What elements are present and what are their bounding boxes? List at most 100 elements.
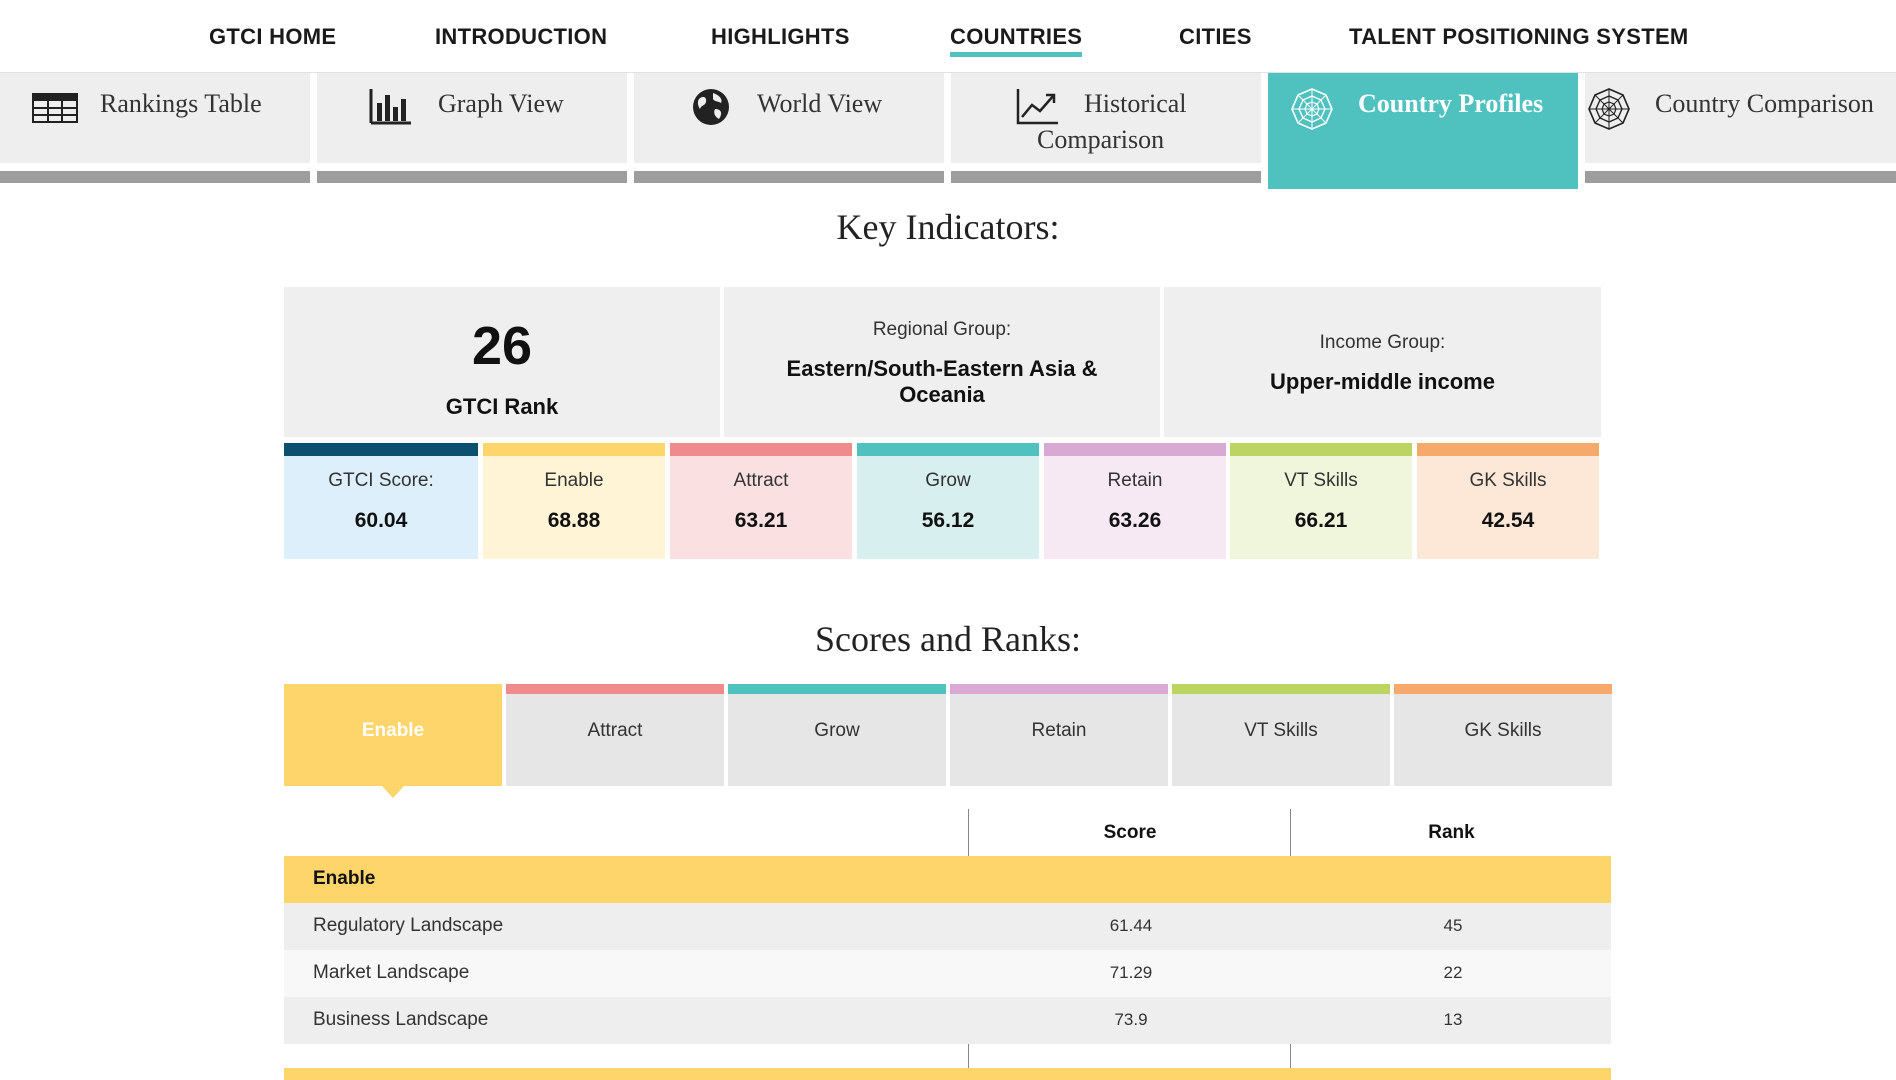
score-color-bar: [670, 443, 852, 456]
income-group-label: Income Group:: [1319, 332, 1446, 353]
tab-underline: [951, 171, 1261, 183]
radar-web-icon: [1291, 88, 1333, 130]
globe-icon: [693, 89, 729, 125]
tab-rankings-table[interactable]: Rankings Table: [0, 73, 310, 183]
tab-graph-view[interactable]: Graph View: [317, 73, 627, 183]
score-value: 56.12: [921, 509, 975, 532]
trend-line-icon: [1016, 89, 1058, 125]
score-color-bar: [1044, 443, 1226, 456]
score-box-attract: Attract 63.21: [670, 443, 852, 559]
nav-cities[interactable]: CITIES: [1179, 24, 1252, 49]
tab-label: Retain: [1031, 720, 1087, 741]
key-indicators-title: Key Indicators:: [836, 207, 1060, 247]
tab-color-bar: [1394, 684, 1612, 694]
nav-introduction[interactable]: INTRODUCTION: [435, 24, 608, 49]
indicator-score: 73.9: [1114, 1010, 1148, 1029]
income-group-box: Income Group: Upper-middle income: [1164, 287, 1601, 437]
next-section-row: [284, 1068, 1611, 1080]
indicator-rank: 13: [1443, 1010, 1463, 1029]
tab-country-profiles-label: Country Profiles: [1358, 89, 1544, 118]
tab-color-bar: [728, 684, 946, 694]
score-color-bar: [857, 443, 1039, 456]
tab-enable[interactable]: Enable: [284, 684, 502, 786]
nav-highlights[interactable]: HIGHLIGHTS: [711, 24, 850, 49]
score-value: 63.21: [734, 509, 788, 532]
tab-historical-label-line1: Historical: [1084, 89, 1187, 118]
top-navigation: GTCI HOME INTRODUCTION HIGHLIGHTS COUNTR…: [0, 0, 1896, 73]
table-section-row: Enable: [284, 856, 1611, 903]
nav-countries[interactable]: COUNTRIES: [950, 24, 1083, 57]
table-header-score: Score: [1103, 822, 1157, 843]
table-header-rank: Rank: [1428, 822, 1475, 843]
tab-color-bar: [506, 684, 724, 694]
score-value: 68.88: [547, 509, 601, 532]
tab-color-bar: [284, 684, 502, 694]
tab-attract[interactable]: Attract: [506, 684, 724, 786]
tab-underline: [317, 171, 627, 183]
tab-rankings-table-label: Rankings Table: [100, 89, 262, 118]
tab-color-bar: [950, 684, 1168, 694]
tab-world-view-label: World View: [757, 89, 883, 118]
tab-country-comparison[interactable]: Country Comparison: [1585, 73, 1896, 183]
indicator-name: Market Landscape: [313, 962, 470, 983]
tab-historical-comparison[interactable]: Historical Comparison: [951, 73, 1261, 183]
tab-label: Grow: [814, 720, 860, 741]
score-color-bar: [483, 443, 665, 456]
score-box-gtci: GTCI Score: 60.04: [284, 443, 478, 559]
tab-underline: [634, 171, 944, 183]
regional-group-value-line1: Eastern/South-Eastern Asia &: [786, 356, 1098, 381]
score-color-bar: [1230, 443, 1412, 456]
radar-web-icon: [1588, 88, 1630, 130]
score-box-enable: Enable 68.88: [483, 443, 665, 559]
scores-and-ranks-title: Scores and Ranks:: [815, 619, 1081, 659]
tab-historical-label-line2: Comparison: [1037, 125, 1165, 154]
bar-chart-icon: [369, 89, 411, 125]
regional-group-value-line2: Oceania: [899, 382, 985, 407]
tab-vt-skills[interactable]: VT Skills: [1172, 684, 1390, 786]
score-label: Retain: [1107, 470, 1163, 491]
regional-group-label: Regional Group:: [872, 319, 1012, 340]
tab-retain[interactable]: Retain: [950, 684, 1168, 786]
score-color-bar: [284, 443, 478, 456]
score-box-vt-skills: VT Skills 66.21: [1230, 443, 1412, 559]
tab-label: VT Skills: [1244, 720, 1318, 741]
nav-talent-positioning-system[interactable]: TALENT POSITIONING SYSTEM: [1349, 24, 1689, 49]
tab-country-profiles[interactable]: Country Profiles: [1268, 73, 1578, 189]
income-group-value: Upper-middle income: [1270, 369, 1495, 394]
indicator-rank: 22: [1443, 963, 1463, 982]
tab-gk-skills[interactable]: GK Skills: [1394, 684, 1612, 786]
indicator-name: Business Landscape: [313, 1009, 489, 1030]
score-label: Grow: [925, 470, 971, 491]
score-box-retain: Retain 63.26: [1044, 443, 1226, 559]
table-section-label: Enable: [313, 868, 376, 889]
indicator-score: 61.44: [1109, 916, 1153, 935]
table-row: Market Landscape 71.29 22: [284, 950, 1611, 997]
active-tab-pointer: [382, 786, 404, 798]
score-value: 66.21: [1294, 509, 1348, 532]
gtci-rank-label: GTCI Rank: [445, 394, 559, 419]
table-row: Business Landscape 73.9 13: [284, 997, 1611, 1044]
tab-grow[interactable]: Grow: [728, 684, 946, 786]
indicator-score: 71.29: [1109, 963, 1153, 982]
table-row: Regulatory Landscape 61.44 45: [284, 903, 1611, 950]
nav-gtci-home[interactable]: GTCI HOME: [209, 24, 337, 49]
tab-country-comparison-label: Country Comparison: [1655, 89, 1874, 118]
score-value: 63.26: [1108, 509, 1162, 532]
tab-color-bar: [1172, 684, 1390, 694]
indicator-name: Regulatory Landscape: [313, 915, 504, 936]
score-label: GTCI Score:: [328, 470, 434, 491]
indicator-rank: 45: [1443, 916, 1463, 935]
tab-label: GK Skills: [1464, 720, 1542, 741]
score-box-grow: Grow 56.12: [857, 443, 1039, 559]
score-box-gk-skills: GK Skills 42.54: [1417, 443, 1599, 559]
tab-world-view[interactable]: World View: [634, 73, 944, 183]
gtci-rank-box: 26 GTCI Rank: [284, 287, 720, 437]
table-icon: [32, 93, 78, 123]
tab-underline: [1585, 171, 1896, 183]
tab-label: Enable: [361, 720, 425, 741]
score-label: GK Skills: [1469, 470, 1547, 491]
gtci-rank-value: 26: [471, 316, 533, 376]
score-color-bar: [1417, 443, 1599, 456]
regional-group-box: Regional Group: Eastern/South-Eastern As…: [724, 287, 1160, 437]
tab-underline: [0, 171, 310, 183]
